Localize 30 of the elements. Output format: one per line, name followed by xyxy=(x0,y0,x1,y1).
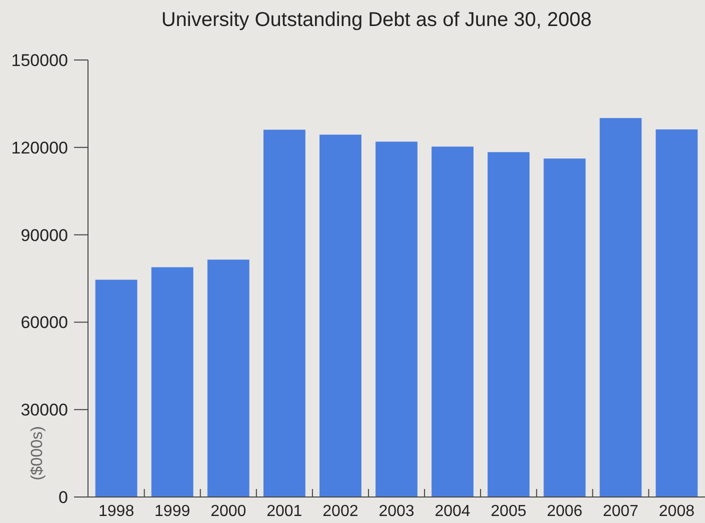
x-tick-label: 2004 xyxy=(434,503,470,520)
x-tick-label: 2000 xyxy=(210,503,246,520)
y-axis-title: ($000s) xyxy=(29,426,46,480)
bar xyxy=(207,260,250,498)
bar xyxy=(263,130,306,498)
bar xyxy=(600,118,642,498)
y-tick-label: 60000 xyxy=(20,313,68,332)
x-tick-label: 1998 xyxy=(98,503,134,520)
x-tick-label: 2003 xyxy=(378,503,414,520)
y-tick-label: 0 xyxy=(58,488,68,507)
bar xyxy=(151,267,194,498)
x-tick-label: 2005 xyxy=(490,503,526,520)
x-tick-label: 2001 xyxy=(266,503,302,520)
bar xyxy=(376,142,418,498)
x-tick-label: 2002 xyxy=(322,503,358,520)
bar xyxy=(488,152,530,498)
bar xyxy=(432,146,474,498)
y-tick-label: 90000 xyxy=(20,226,68,245)
y-tick-label: 30000 xyxy=(20,400,68,420)
bar xyxy=(95,280,138,498)
bar xyxy=(544,158,586,498)
chart-title: University Outstanding Debt as of June 30, 2008 xyxy=(161,9,592,31)
bar xyxy=(656,129,698,498)
x-tick-label: 2006 xyxy=(546,503,583,520)
bar xyxy=(320,134,362,498)
y-tick-label: 120000 xyxy=(11,138,68,158)
x-tick-label: 2007 xyxy=(602,503,639,520)
x-tick-label: 1999 xyxy=(154,503,190,520)
x-tick-label: 2008 xyxy=(658,503,695,520)
y-tick-label: 150000 xyxy=(11,50,68,70)
